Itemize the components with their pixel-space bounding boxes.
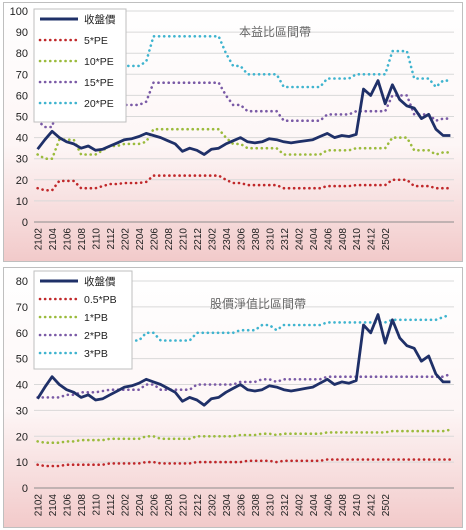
pe-legend-label: 5*PE — [84, 35, 108, 47]
pb-y-tick-label: 80 — [16, 276, 28, 288]
pb-x-tick-label: 2202 — [121, 494, 132, 517]
pb-chart-title: 股價淨值比區間帶 — [210, 296, 306, 311]
pe-x-tick-label: 2102 — [34, 228, 45, 251]
pe-legend-label: 20*PE — [84, 98, 114, 110]
pb-y-tick-label: 50 — [16, 354, 28, 366]
pb-x-tick-label: 2108 — [77, 494, 88, 517]
pb-y-tick-label: 40 — [16, 380, 28, 392]
pe-x-tick-label: 2406 — [323, 228, 334, 251]
pe-x-tick-label: 2208 — [164, 228, 175, 251]
pb-x-tick-label: 2412 — [367, 494, 378, 517]
pb-x-tick-label: 2104 — [48, 494, 59, 517]
pe-y-tick-label: 50 — [16, 112, 28, 124]
pe-x-tick-label: 2206 — [149, 228, 160, 251]
pe-x-tick-label: 2502 — [381, 228, 392, 251]
pb-series-line-2 — [36, 428, 452, 444]
pe-x-tick-label: 2210 — [178, 228, 189, 251]
pe-y-tick-label: 90 — [16, 27, 28, 39]
pe-series-line-3 — [36, 81, 452, 129]
pe-x-tick-label: 2304 — [222, 228, 233, 251]
pe-legend-label: 10*PE — [84, 56, 114, 68]
pb-x-tick-label: 2302 — [207, 494, 218, 517]
pe-band-chart: 0 10 20 30 40 50 60 70 80 90 100 2102 2104 2106 2108 21… — [10, 6, 454, 251]
pe-x-tick-label: 2404 — [309, 228, 320, 251]
pb-x-tick-label: 2308 — [251, 494, 262, 517]
pe-x-tick-label: 2202 — [121, 228, 132, 251]
pe-series-line-2 — [36, 127, 452, 160]
pe-x-tick-label: 2212 — [193, 228, 204, 251]
pe-y-tick-label: 40 — [16, 133, 28, 145]
pe-x-tick-label: 2410 — [352, 228, 363, 251]
pe-legend-label: 收盤價 — [84, 13, 116, 26]
pb-series-line-1 — [36, 458, 452, 468]
pe-legend-label: 15*PE — [84, 77, 114, 89]
pb-x-tick-label: 2410 — [352, 494, 363, 517]
pe-x-tick-label: 2402 — [294, 228, 305, 251]
pe-band-chart-panel: 0 10 20 30 40 50 60 70 80 90 100 2102 2104 2106 2108 21… — [3, 2, 463, 262]
pe-x-tick-label: 2108 — [77, 228, 88, 251]
pb-x-tick-label: 2402 — [294, 494, 305, 517]
pe-y-tick-label: 70 — [16, 69, 28, 81]
pb-series-line-3 — [36, 372, 452, 399]
pb-y-tick-label: 20 — [16, 431, 28, 443]
pb-x-tick-label: 2310 — [265, 494, 276, 517]
pb-x-tick-label: 2210 — [178, 494, 189, 517]
pe-x-tick-label: 2112 — [106, 228, 117, 250]
pb-x-tick-label: 2312 — [280, 494, 291, 517]
pe-y-tick-label: 0 — [22, 217, 28, 229]
pb-x-tick-label: 2304 — [222, 494, 233, 517]
pb-y-tick-label: 70 — [16, 302, 28, 314]
pe-y-tick-label: 100 — [10, 6, 28, 18]
pe-y-tick-label: 30 — [16, 154, 28, 166]
pb-legend-label: 3*PB — [84, 348, 108, 360]
pb-x-tick-label: 2212 — [193, 494, 204, 517]
pe-x-tick-label: 2408 — [338, 228, 349, 251]
pb-band-chart: 0 10 20 30 40 50 60 70 80 2102 2104 2106 2108 2110 211… — [16, 270, 454, 517]
pb-x-tick-label: 2106 — [63, 494, 74, 517]
pb-legend-box — [33, 270, 133, 370]
pe-y-tick-label: 80 — [16, 48, 28, 60]
pb-band-chart-panel: 0 10 20 30 40 50 60 70 80 2102 2104 2106 2108 2110 211… — [3, 267, 463, 528]
pb-x-tick-label: 2102 — [34, 494, 45, 517]
pe-y-tick-label: 60 — [16, 90, 28, 102]
pb-x-tick-label: 2206 — [149, 494, 160, 517]
pb-legend-label: 2*PB — [84, 330, 108, 342]
pb-x-tick-label: 2306 — [236, 494, 247, 517]
pb-series-line-0 — [36, 313, 451, 407]
pe-series-line-0 — [36, 79, 451, 156]
pb-x-tick-label: 2502 — [381, 494, 392, 517]
pe-series-line-1 — [36, 174, 452, 192]
pe-x-tick-label: 2412 — [367, 228, 378, 251]
pe-x-tick-label: 2104 — [48, 228, 59, 251]
pe-x-tick-label: 2312 — [280, 228, 291, 251]
pb-y-tick-label: 0 — [22, 483, 28, 495]
pe-chart-title: 本益比區間帶 — [239, 25, 311, 39]
pe-x-tick-label: 2308 — [251, 228, 262, 251]
pe-y-tick-label: 10 — [16, 196, 28, 208]
pb-legend-label: 1*PB — [84, 312, 108, 324]
pb-x-tick-label: 2208 — [164, 494, 175, 517]
pb-legend-label: 收盤價 — [84, 275, 116, 288]
pb-x-tick-label: 2408 — [338, 494, 349, 517]
pb-legend-label: 0.5*PB — [84, 294, 117, 306]
pb-y-tick-label: 10 — [16, 457, 28, 469]
pb-y-tick-label: 60 — [16, 328, 28, 340]
pe-x-tick-label: 2306 — [236, 228, 247, 251]
pe-x-tick-label: 2204 — [135, 228, 146, 251]
pe-x-tick-label: 2310 — [265, 228, 276, 251]
pe-x-tick-label: 2302 — [207, 228, 218, 251]
pe-y-tick-label: 20 — [16, 175, 28, 187]
pb-y-tick-label: 30 — [16, 405, 28, 417]
pe-x-tick-label: 2106 — [63, 228, 74, 251]
pb-x-tick-label: 2112 — [106, 494, 117, 516]
pb-x-tick-label: 2110 — [92, 494, 103, 516]
pb-x-tick-label: 2404 — [309, 494, 320, 517]
pb-x-tick-label: 2204 — [135, 494, 146, 517]
pb-x-tick-label: 2406 — [323, 494, 334, 517]
pe-x-tick-label: 2110 — [92, 228, 103, 250]
